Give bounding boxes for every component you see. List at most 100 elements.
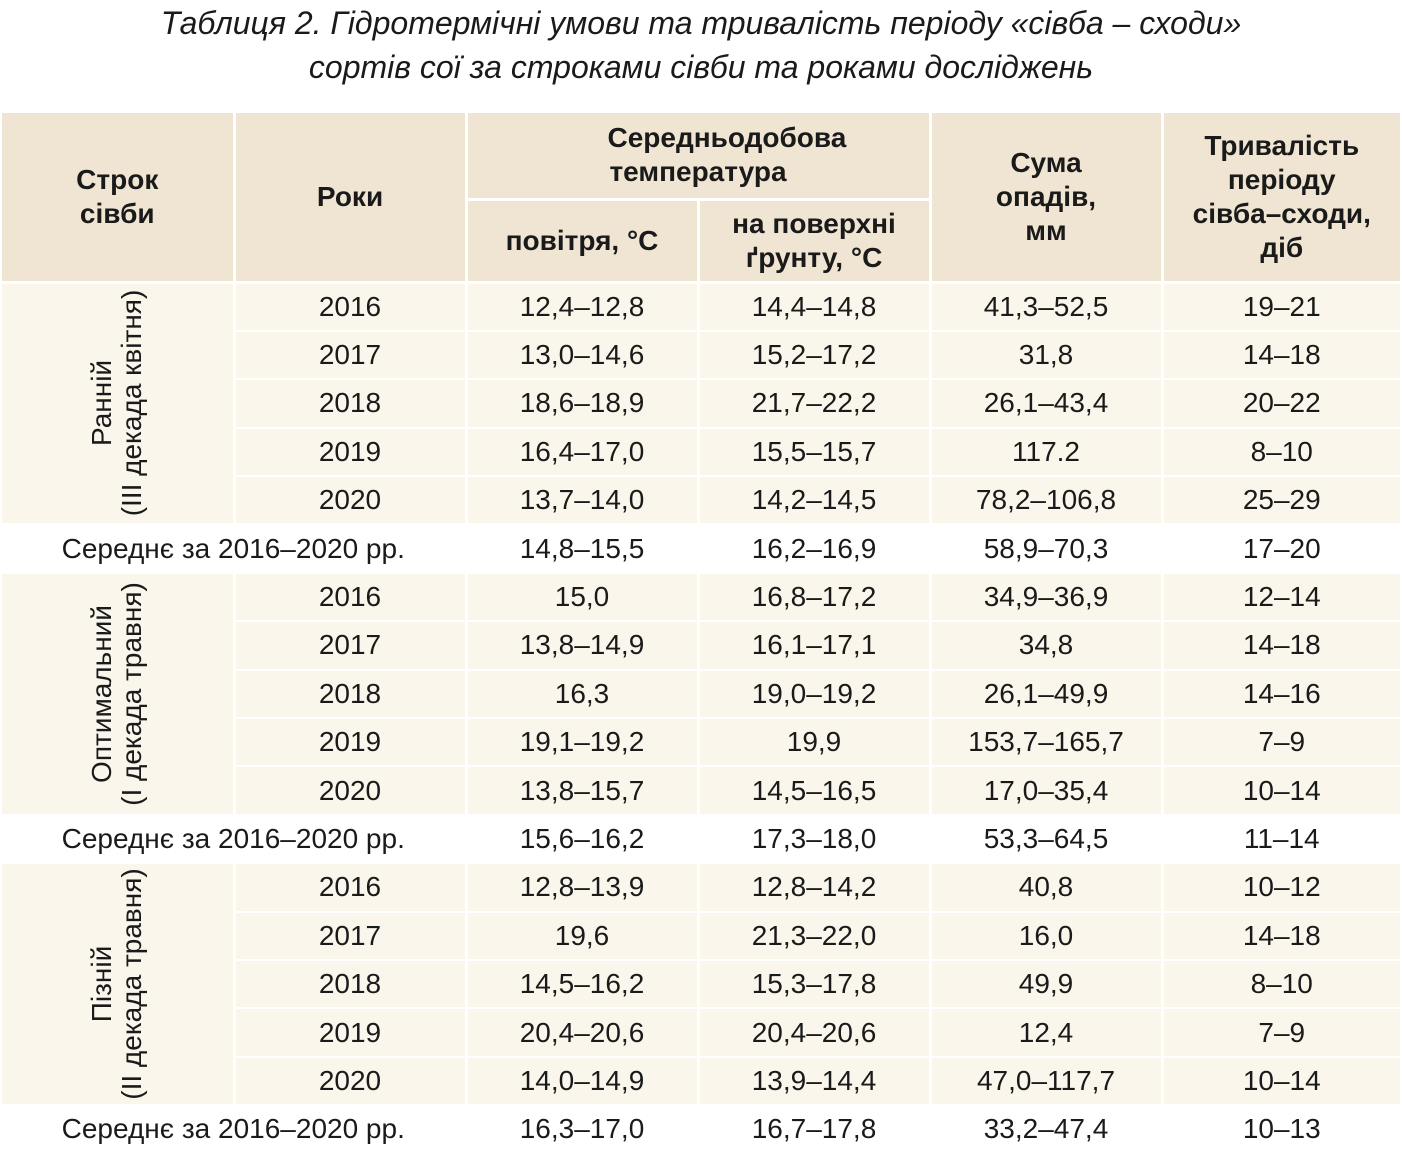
cell-air: 13,0–14,6: [464, 330, 700, 381]
cell-air: 13,8–15,7: [464, 766, 700, 816]
cell-precip: 33,2–47,4: [928, 1105, 1164, 1155]
table-row: 2019 16,4–17,0 15,5–15,7 117.2 8–10: [2, 427, 1400, 478]
table-row: 2017 13,8–14,9 16,1–17,1 34,8 14–18: [2, 621, 1400, 671]
cell-duration: 10–14: [1160, 1056, 1400, 1107]
header-precip-text: Сума опадів, мм: [995, 146, 1097, 246]
group-label-text: Пізній (II декада травня): [86, 868, 147, 1100]
header-soil-surface: на поверхні ґрунту, °С: [696, 199, 930, 284]
table-row: 2017 19,6 21,3–22,0 16,0 14–18: [2, 911, 1400, 961]
table-row: 2018 16,3 19,0–19,2 26,1–49,9 14–16: [2, 669, 1400, 720]
header-soil-surface-text: на поверхні ґрунту, °С: [732, 207, 896, 273]
cell-duration: 11–14: [1160, 814, 1400, 865]
average-label: Середнє за 2016–2020 рр.: [2, 1105, 468, 1155]
cell-year: 2020: [234, 1056, 468, 1107]
cell-year: 2017: [234, 330, 468, 381]
cell-air: 14,5–16,2: [464, 959, 700, 1010]
table-row: 2017 13,0–14,6 15,2–17,2 31,8 14–18: [2, 330, 1400, 381]
cell-year: 2016: [232, 863, 468, 913]
header-duration-text: Тривалість періоду сівба–сходи, діб: [1192, 129, 1371, 263]
group-label-line1: Оптимальний: [86, 604, 118, 783]
cell-soil: 19,9: [696, 718, 932, 768]
cell-air: 13,7–14,0: [464, 476, 700, 526]
cell-duration: 12–14: [1160, 572, 1400, 623]
cell-year: 2019: [234, 427, 468, 478]
group-label-optimal: Оптимальний (I декада травня): [2, 572, 236, 816]
group-label-early: Ранній (III декада квітня): [2, 282, 236, 526]
cell-duration: 8–10: [1160, 959, 1400, 1010]
table-row: 2020 13,7–14,0 14,2–14,5 78,2–106,8 25–2…: [2, 476, 1400, 526]
cell-air: 19,1–19,2: [464, 718, 700, 768]
cell-air: 19,6: [464, 911, 700, 961]
header-avg-temp: Середньодобова температура: [464, 113, 932, 201]
cell-duration: 14–18: [1160, 330, 1400, 381]
cell-year: 2018: [234, 669, 468, 720]
group-label-text: Оптимальний (I декада травня): [86, 582, 147, 806]
cell-duration: 10–12: [1160, 863, 1400, 913]
cell-duration: 7–9: [1160, 718, 1400, 768]
cell-precip: 26,1–49,9: [928, 669, 1164, 720]
cell-duration: 19–21: [1160, 282, 1400, 332]
cell-air: 16,3: [464, 669, 700, 720]
cell-year: 2017: [234, 621, 468, 671]
table-body: Ранній (III декада квітня) 2016 12,4–12,…: [2, 282, 1400, 1155]
average-row: Середнє за 2016–2020 рр. 16,3–17,0 16,7–…: [2, 1105, 1400, 1155]
cell-air: 14,0–14,9: [464, 1056, 700, 1107]
cell-soil: 15,5–15,7: [696, 427, 932, 478]
cell-soil: 14,2–14,5: [696, 476, 932, 526]
header-sowing-term: Строк сівби: [2, 113, 236, 284]
table-title-line1: Таблиця 2. Гідротермічні умови та тривал…: [160, 5, 1242, 41]
table-title-line2: сортів сої за строками сівби та роками д…: [308, 49, 1094, 85]
table-row: 2019 20,4–20,6 20,4–20,6 12,4 7–9: [2, 1008, 1400, 1058]
cell-precip: 40,8: [928, 863, 1164, 913]
cell-air: 13,8–14,9: [464, 621, 700, 671]
cell-year: 2019: [234, 1008, 468, 1058]
cell-precip: 17,0–35,4: [928, 766, 1164, 816]
cell-precip: 31,8: [928, 330, 1164, 381]
cell-year: 2018: [234, 379, 468, 429]
cell-air: 12,8–13,9: [464, 863, 700, 913]
cell-soil: 13,9–14,4: [696, 1056, 932, 1107]
cell-soil: 14,5–16,5: [696, 766, 932, 816]
group-label-line2: (III декада квітня): [116, 290, 148, 517]
table-row: 2019 19,1–19,2 19,9 153,7–165,7 7–9: [2, 718, 1400, 768]
cell-year: 2018: [234, 959, 468, 1010]
cell-precip: 58,9–70,3: [928, 524, 1164, 574]
cell-precip: 34,9–36,9: [928, 572, 1164, 623]
header-sowing-term-text: Строк сівби: [76, 163, 159, 229]
header-precip: Сума опадів, мм: [928, 113, 1164, 284]
cell-year: 2016: [232, 572, 468, 623]
table-title: Таблиця 2. Гідротермічні умови та тривал…: [0, 0, 1402, 89]
cell-air: 16,4–17,0: [464, 427, 700, 478]
cell-air: 12,4–12,8: [464, 282, 700, 332]
table-row: Оптимальний (I декада травня) 2016 15,0 …: [2, 572, 1400, 816]
cell-duration: 14–18: [1160, 621, 1400, 671]
table-row: 2020 13,8–15,7 14,5–16,5 17,0–35,4 10–14: [2, 766, 1400, 816]
average-label: Середнє за 2016–2020 рр.: [2, 524, 468, 574]
cell-duration: 20–22: [1160, 379, 1400, 429]
cell-air: 20,4–20,6: [464, 1008, 700, 1058]
table-row: Ранній (III декада квітня) 2016 12,4–12,…: [2, 282, 1400, 526]
cell-precip: 53,3–64,5: [928, 814, 1164, 865]
header-avg-temp-text: Середньодобова температура: [607, 122, 847, 188]
cell-precip: 12,4: [928, 1008, 1164, 1058]
header-air-text: повітря, °С: [505, 224, 659, 256]
cell-year: 2016: [232, 282, 468, 332]
cell-duration: 10–14: [1160, 766, 1400, 816]
cell-soil: 12,8–14,2: [696, 863, 932, 913]
cell-air: 18,6–18,9: [464, 379, 700, 429]
table-row: 2018 14,5–16,2 15,3–17,8 49,9 8–10: [2, 959, 1400, 1010]
header-years-text: Роки: [316, 180, 384, 212]
table-row: Пізній (II декада травня) 2016 12,8–13,9…: [2, 863, 1400, 1107]
cell-precip: 78,2–106,8: [928, 476, 1164, 526]
cell-duration: 8–10: [1160, 427, 1400, 478]
group-label-late: Пізній (II декада травня): [2, 863, 236, 1107]
cell-duration: 17–20: [1160, 524, 1400, 574]
table-header: Строк сівби Роки Середньодобова температ…: [2, 113, 1400, 284]
cell-soil: 16,1–17,1: [696, 621, 932, 671]
cell-duration: 10–13: [1160, 1105, 1400, 1155]
table-row: 2018 18,6–18,9 21,7–22,2 26,1–43,4 20–22: [2, 379, 1400, 429]
average-row: Середнє за 2016–2020 рр. 14,8–15,5 16,2–…: [2, 524, 1400, 574]
cell-soil: 19,0–19,2: [696, 669, 932, 720]
cell-soil: 16,2–16,9: [696, 524, 932, 574]
cell-soil: 21,3–22,0: [696, 911, 932, 961]
